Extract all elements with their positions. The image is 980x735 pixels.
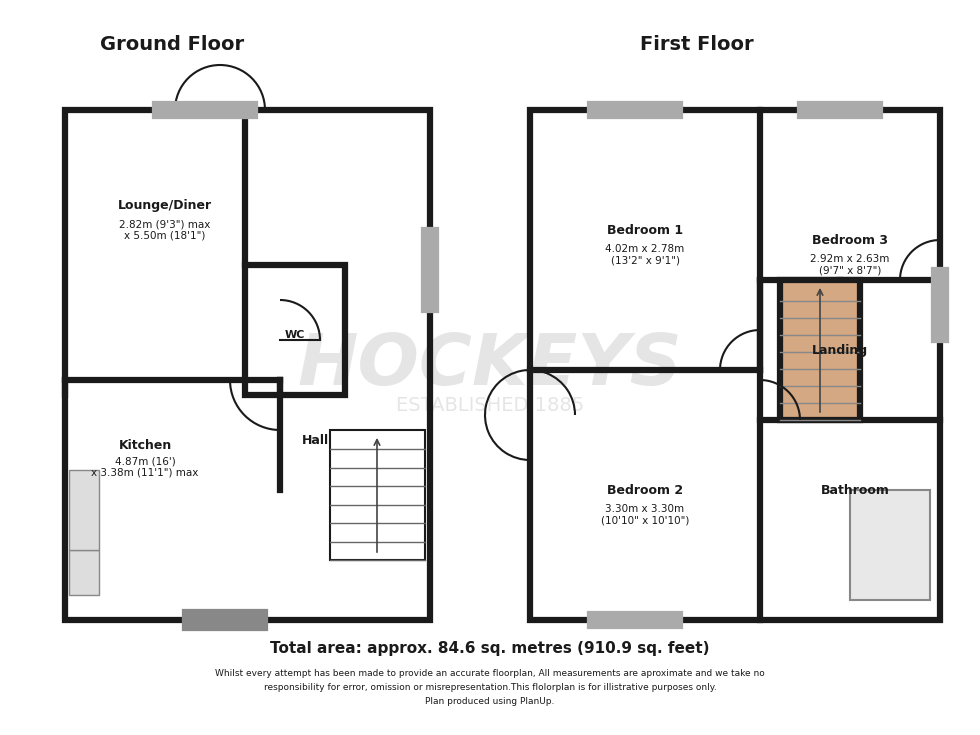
Text: 4.02m x 2.78m
(13'2" x 9'1"): 4.02m x 2.78m (13'2" x 9'1") xyxy=(606,244,685,266)
Text: Landing: Landing xyxy=(812,343,868,356)
Bar xyxy=(65,110,430,620)
Bar xyxy=(330,430,425,560)
Bar xyxy=(424,230,436,310)
Text: Bedroom 3: Bedroom 3 xyxy=(812,234,888,246)
Text: Total area: approx. 84.6 sq. metres (910.9 sq. feet): Total area: approx. 84.6 sq. metres (910… xyxy=(270,640,710,656)
Bar xyxy=(155,104,255,116)
Text: Kitchen: Kitchen xyxy=(119,439,172,451)
Bar xyxy=(590,104,680,116)
Text: ESTABLISHED 1885: ESTABLISHED 1885 xyxy=(396,395,584,415)
Text: WC: WC xyxy=(285,330,305,340)
Bar xyxy=(800,104,880,116)
Bar xyxy=(69,550,99,595)
Bar xyxy=(245,265,345,395)
Text: First Floor: First Floor xyxy=(640,35,754,54)
Text: 4.87m (16')
x 3.38m (11'1") max: 4.87m (16') x 3.38m (11'1") max xyxy=(91,456,199,478)
Text: Bedroom 1: Bedroom 1 xyxy=(607,223,683,237)
Text: 2.82m (9'3") max
x 5.50m (18'1"): 2.82m (9'3") max x 5.50m (18'1") xyxy=(120,219,211,241)
Text: Bedroom 2: Bedroom 2 xyxy=(607,484,683,497)
Text: 3.30m x 3.30m
(10'10" x 10'10"): 3.30m x 3.30m (10'10" x 10'10") xyxy=(601,504,689,526)
Text: 2.92m x 2.63m
(9'7" x 8'7"): 2.92m x 2.63m (9'7" x 8'7") xyxy=(810,254,890,276)
Bar xyxy=(850,490,930,600)
Text: Lounge/Diner: Lounge/Diner xyxy=(118,198,212,212)
Bar xyxy=(780,280,860,420)
Circle shape xyxy=(887,552,923,588)
Text: Plan produced using PlanUp.: Plan produced using PlanUp. xyxy=(425,697,555,706)
Text: HOCKEYS: HOCKEYS xyxy=(298,331,682,400)
Text: Bathroom: Bathroom xyxy=(820,484,890,497)
Bar xyxy=(69,470,99,550)
Bar xyxy=(590,614,680,626)
Bar xyxy=(530,110,940,620)
Text: Whilst every attempt has been made to provide an accurate floorplan, All measure: Whilst every attempt has been made to pr… xyxy=(216,669,764,678)
Text: Ground Floor: Ground Floor xyxy=(100,35,244,54)
Bar xyxy=(185,612,265,628)
Text: responsibility for error, omission or misrepresentation.This flolorplan is for i: responsibility for error, omission or mi… xyxy=(264,683,716,692)
Bar xyxy=(934,270,946,340)
Text: Hall: Hall xyxy=(302,434,328,446)
